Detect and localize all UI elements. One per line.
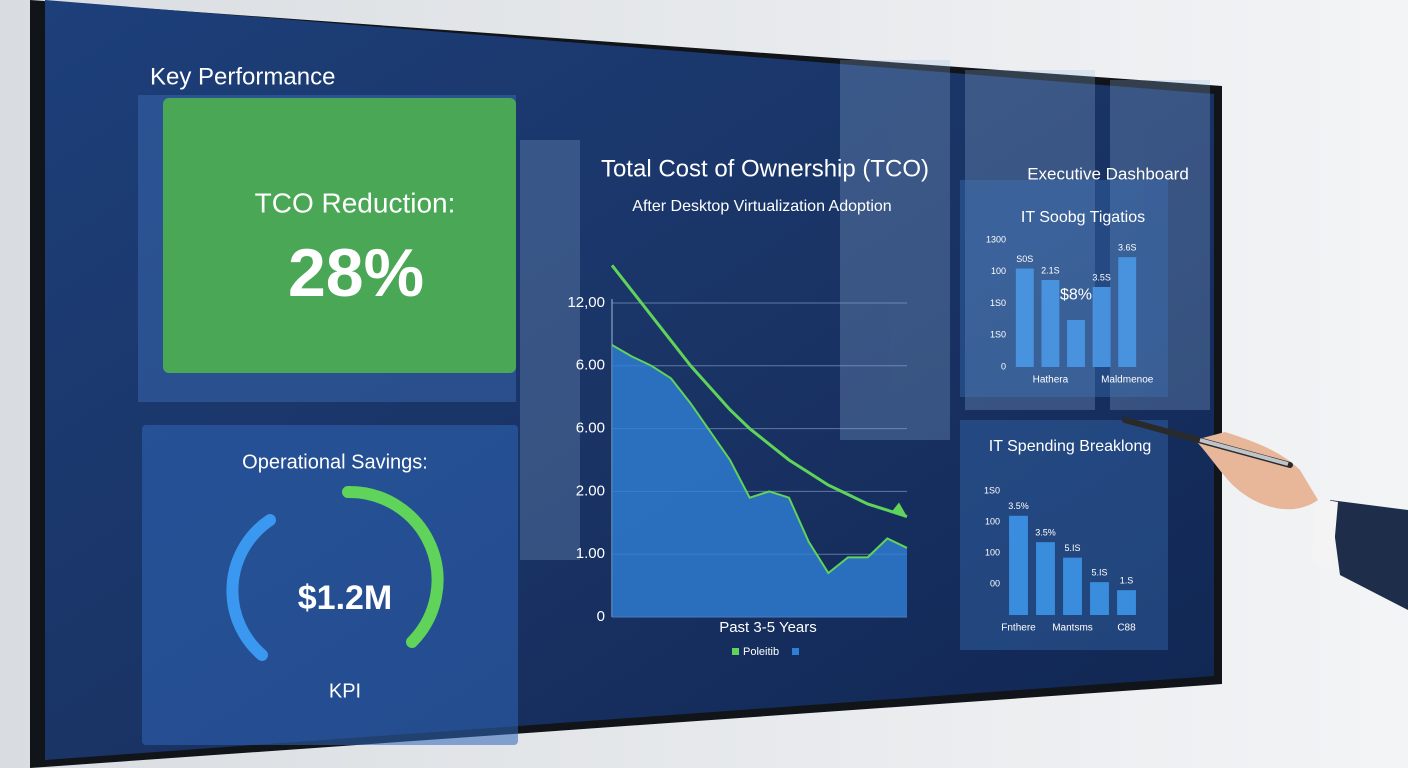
kpi-label: TCO Reduction: xyxy=(255,187,456,218)
sleeve xyxy=(1330,500,1408,610)
area xyxy=(612,345,907,617)
x-tick-label: Fnthere xyxy=(1001,623,1036,634)
y-tick-label: 100 xyxy=(985,516,1000,526)
kpi-card xyxy=(163,98,516,373)
area-edge xyxy=(611,344,908,575)
gauge-arc xyxy=(226,514,276,661)
bar-label: S0S xyxy=(1016,254,1033,264)
bar-label: 3.6S xyxy=(1118,243,1137,253)
charts: Total Cost of Ownership (TCO) 0 1.00 2.00 6.… xyxy=(567,155,1153,658)
y-tick-label: 0 xyxy=(1001,361,1006,371)
bar-label: 3.5% xyxy=(1008,501,1029,511)
hand xyxy=(1122,417,1408,610)
legend-label: Poleitib xyxy=(743,646,779,658)
reflection xyxy=(520,140,580,560)
y-tick-label: 6.00 xyxy=(576,357,605,374)
y-tick-label: 1S0 xyxy=(984,485,1000,495)
bar xyxy=(1067,320,1085,367)
y-tick-label: 0 xyxy=(597,608,605,625)
bar xyxy=(1036,542,1055,615)
y-tick-label: 1300 xyxy=(986,234,1006,244)
bar xyxy=(1063,557,1082,615)
gauge-arc xyxy=(342,485,444,648)
y-tick-label: 100 xyxy=(991,266,1006,276)
x-axis-label: Past 3-5 Years xyxy=(719,619,817,636)
skin xyxy=(1195,432,1318,510)
legend-swatch xyxy=(732,648,739,655)
kpi-panel xyxy=(142,425,518,745)
cuff xyxy=(1312,498,1338,570)
kpi-label: Operational Savings: xyxy=(242,451,428,473)
bar-label: 3.5% xyxy=(1035,528,1056,538)
bar-label: 2.1S xyxy=(1041,265,1060,275)
bar xyxy=(1118,257,1137,367)
bar xyxy=(1092,286,1111,367)
y-tick-label: 6.00 xyxy=(576,420,605,437)
kpi-caption: KPI xyxy=(329,680,361,702)
bar-label: 1.S xyxy=(1120,576,1134,586)
chart-title: IT Spending Breaklong xyxy=(989,438,1151,455)
y-tick-label: 100 xyxy=(985,547,1000,557)
bar-label: 5.IS xyxy=(1064,543,1080,553)
pen-body xyxy=(1199,438,1289,466)
bar xyxy=(1090,582,1109,615)
dashboard-title: Executive Dashboard xyxy=(1027,164,1189,183)
arrow-head xyxy=(891,502,907,517)
header-title: Key Performance xyxy=(150,63,335,90)
reflection xyxy=(840,60,950,440)
bar xyxy=(1015,268,1034,367)
bar xyxy=(1117,590,1136,615)
y-tick-label: 00 xyxy=(990,578,1000,588)
y-tick-label: 1S0 xyxy=(990,330,1006,340)
bar xyxy=(1041,280,1060,367)
chart-title: Total Cost of Ownership (TCO) xyxy=(601,155,929,182)
legend-swatch xyxy=(792,648,799,655)
x-tick-label: Maldmenoe xyxy=(1101,375,1154,386)
bar xyxy=(1009,515,1028,615)
chart-title: IT Soobg Tigatios xyxy=(1021,209,1145,226)
x-tick-label: Mantsms xyxy=(1052,623,1093,634)
kpi-value: 28% xyxy=(288,235,424,311)
x-tick-label: C88 xyxy=(1117,623,1136,634)
window-reflection xyxy=(520,60,1210,560)
y-tick-label: 1.00 xyxy=(576,545,605,562)
bar-label: 5.IS xyxy=(1091,568,1107,578)
y-tick-label: 12,00 xyxy=(567,294,605,311)
chart-subtitle: After Desktop Virtualization Adoption xyxy=(632,198,891,215)
annotation: $8% xyxy=(1060,287,1092,304)
kpi-value: $1.2M xyxy=(298,579,393,617)
trend-line xyxy=(610,264,908,518)
bar-label: 3.5S xyxy=(1092,272,1111,282)
y-tick-label: 2.00 xyxy=(576,482,605,499)
x-tick-label: Hathera xyxy=(1033,375,1069,386)
y-tick-label: 1S0 xyxy=(990,298,1006,308)
